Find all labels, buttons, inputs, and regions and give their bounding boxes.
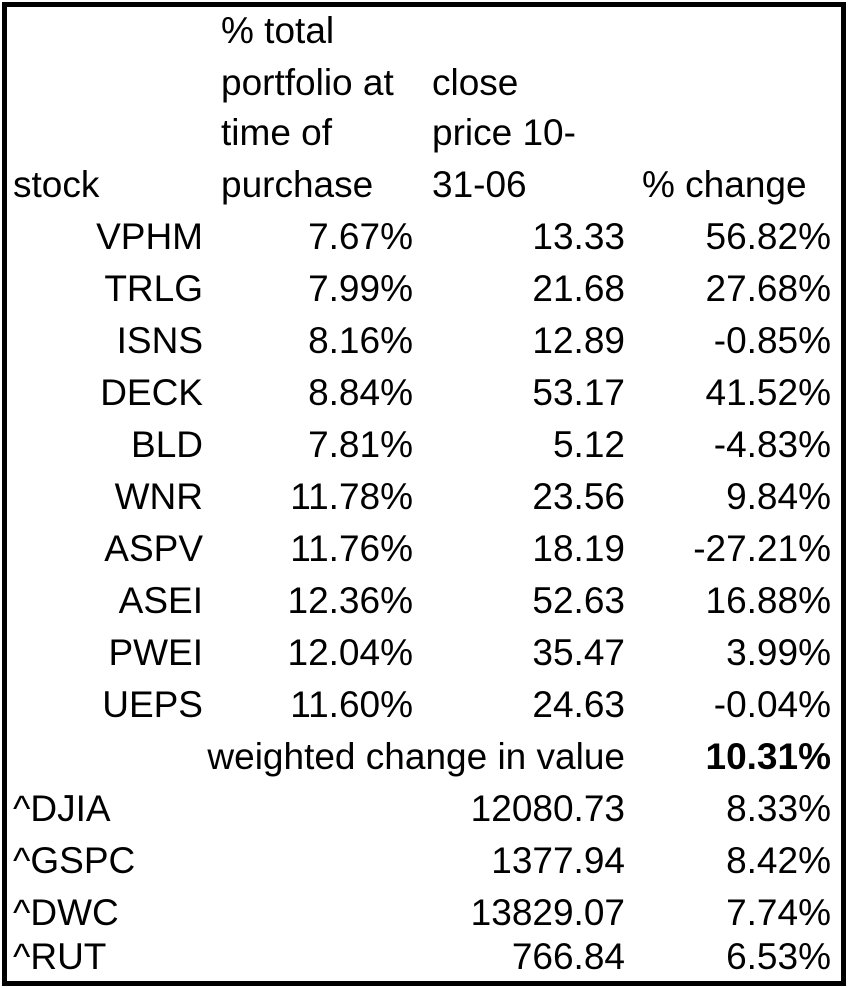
- cell-pct: 11.78%: [290, 476, 413, 517]
- header-close-line2: price 10-: [432, 112, 576, 153]
- cell-change: -4.83%: [713, 424, 831, 465]
- cell-stock: VPHM: [96, 216, 203, 257]
- cell-close: 21.68: [532, 268, 625, 309]
- cell-pct: 7.67%: [308, 216, 413, 257]
- cell-index-change: 6.53%: [726, 936, 831, 977]
- cell-index-name: ^DJIA: [13, 788, 111, 829]
- cell-change: -27.21%: [693, 528, 831, 569]
- cell-index-name: ^RUT: [13, 936, 107, 977]
- cell-stock: DECK: [100, 372, 203, 413]
- cell-change: 56.82%: [705, 216, 832, 257]
- cell-close: 23.56: [532, 476, 625, 517]
- cell-change: 16.88%: [705, 580, 832, 621]
- cell-pct: 11.60%: [290, 684, 413, 725]
- cell-index-close: 1377.94: [491, 840, 625, 881]
- cell-index-change: 7.74%: [726, 892, 831, 933]
- header-pct-total-line2: portfolio at: [221, 62, 394, 103]
- cell-stock: ASPV: [104, 528, 203, 569]
- cell-stock: WNR: [114, 476, 203, 517]
- cell-change: 9.84%: [726, 476, 831, 517]
- cell-pct: 12.36%: [287, 580, 414, 621]
- cell-close: 52.63: [532, 580, 625, 621]
- cell-close: 13.33: [532, 216, 625, 257]
- cell-stock: PWEI: [108, 632, 203, 673]
- weighted-change-label: weighted change in value: [207, 736, 625, 777]
- cell-pct: 8.16%: [308, 320, 413, 361]
- header-pct-total-line4: purchase: [221, 164, 374, 205]
- cell-pct: 7.99%: [308, 268, 413, 309]
- weighted-change-value: 10.31%: [705, 736, 832, 777]
- cell-stock: ISNS: [116, 320, 203, 361]
- cell-index-close: 766.84: [511, 936, 625, 977]
- header-pct-total-line3: time of: [221, 112, 333, 153]
- cell-index-name: ^DWC: [13, 892, 119, 933]
- cell-change: 27.68%: [705, 268, 832, 309]
- header-pct-change: % change: [642, 164, 807, 205]
- cell-close: 5.12: [552, 424, 625, 465]
- header-close-line3: 31-06: [432, 164, 527, 205]
- cell-close: 18.19: [532, 528, 625, 569]
- cell-stock: TRLG: [104, 268, 203, 309]
- cell-change: -0.04%: [713, 684, 831, 725]
- header-stock: stock: [13, 164, 100, 205]
- cell-stock: UEPS: [102, 684, 203, 725]
- cell-index-name: ^GSPC: [13, 840, 136, 881]
- cell-pct: 7.81%: [308, 424, 413, 465]
- cell-change: 41.52%: [705, 372, 832, 413]
- cell-stock: ASEI: [118, 580, 203, 621]
- cell-close: 24.63: [532, 684, 625, 725]
- cell-change: -0.85%: [713, 320, 831, 361]
- header-pct-total-line1: % total: [221, 10, 335, 51]
- cell-close: 53.17: [532, 372, 625, 413]
- cell-stock: BLD: [131, 424, 203, 465]
- cell-close: 12.89: [532, 320, 625, 361]
- cell-pct: 11.76%: [290, 528, 413, 569]
- cell-close: 35.47: [532, 632, 625, 673]
- cell-index-close: 12080.73: [470, 788, 625, 829]
- cell-pct: 12.04%: [287, 632, 414, 673]
- cell-index-change: 8.33%: [726, 788, 831, 829]
- cell-pct: 8.84%: [308, 372, 413, 413]
- cell-index-change: 8.42%: [726, 840, 831, 881]
- cell-index-close: 13829.07: [470, 892, 625, 933]
- header-close-line1: close: [432, 62, 519, 103]
- cell-change: 3.99%: [726, 632, 831, 673]
